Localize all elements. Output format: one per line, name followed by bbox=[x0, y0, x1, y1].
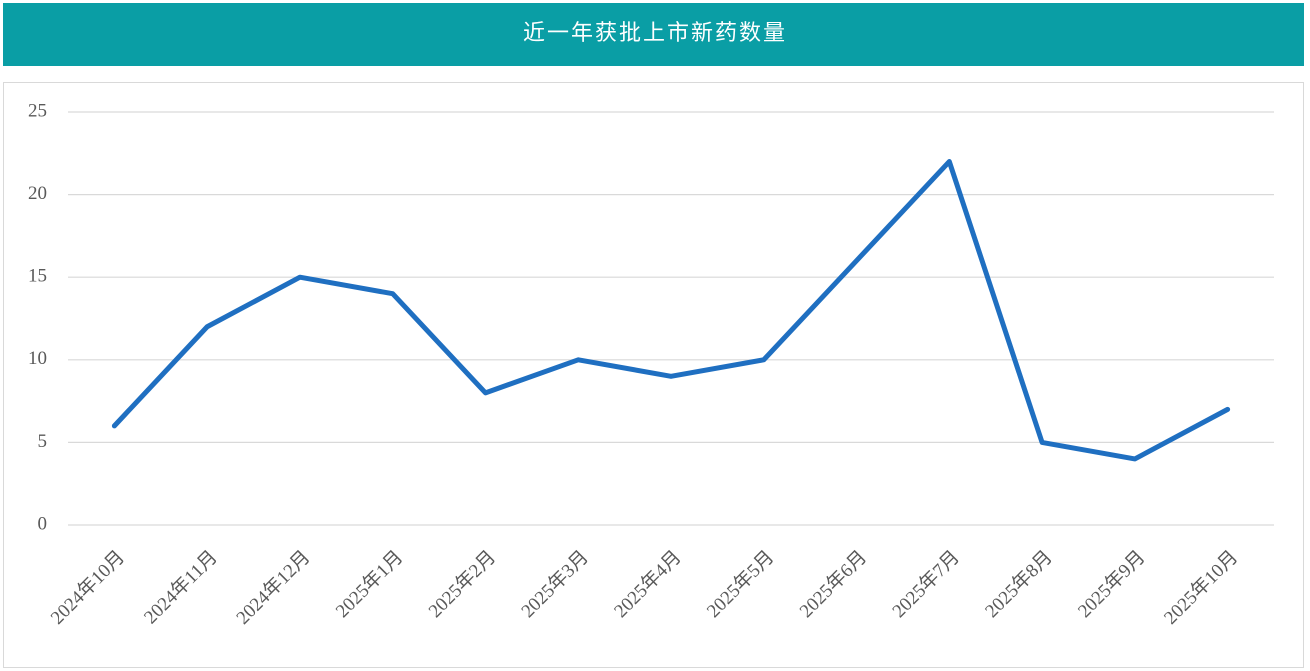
y-tick-label: 5 bbox=[38, 431, 48, 452]
x-tick-label: 2025年8月 bbox=[981, 546, 1057, 622]
x-tick-label: 2025年1月 bbox=[331, 546, 407, 622]
x-tick-label: 2025年9月 bbox=[1073, 546, 1149, 622]
y-tick-label: 10 bbox=[28, 348, 47, 369]
y-tick-label: 0 bbox=[38, 513, 48, 534]
x-tick-label: 2025年7月 bbox=[888, 546, 964, 622]
x-tick-label: 2025年3月 bbox=[517, 546, 593, 622]
data-line bbox=[111, 159, 1231, 462]
x-tick-label: 2025年6月 bbox=[795, 546, 871, 622]
y-tick-label: 25 bbox=[28, 100, 47, 121]
x-tick-label: 2024年11月 bbox=[140, 546, 222, 628]
x-tick-label: 2025年4月 bbox=[610, 546, 686, 622]
chart-frame bbox=[3, 82, 1304, 668]
y-tick-label: 15 bbox=[28, 266, 47, 287]
y-tick-label: 20 bbox=[28, 183, 47, 204]
x-tick-label: 2025年10月 bbox=[1159, 546, 1242, 629]
x-tick-label: 2024年10月 bbox=[46, 546, 129, 629]
x-tick-label: 2025年5月 bbox=[702, 546, 778, 622]
title-bar bbox=[3, 3, 1304, 66]
x-tick-label: 2025年2月 bbox=[424, 546, 500, 622]
x-tick-label: 2024年12月 bbox=[232, 546, 315, 629]
chart-title: 近一年获批上市新药数量 bbox=[523, 20, 787, 45]
